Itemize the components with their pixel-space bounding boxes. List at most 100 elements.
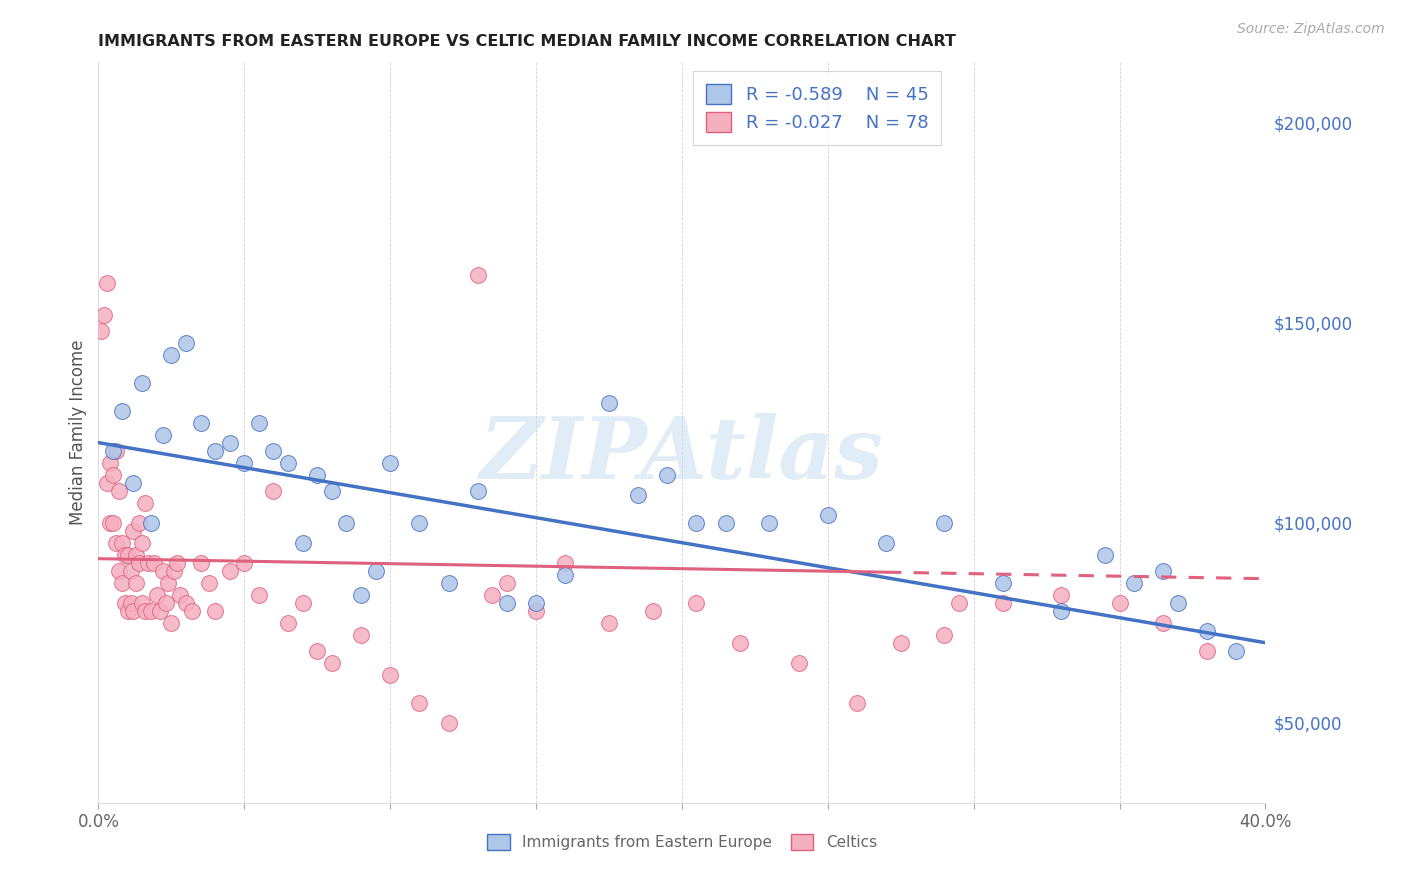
- Point: [114, 548, 136, 562]
- Point: [934, 628, 956, 642]
- Point: [350, 628, 373, 642]
- Point: [163, 564, 186, 578]
- Point: [131, 596, 153, 610]
- Point: [277, 615, 299, 630]
- Point: [122, 524, 145, 538]
- Point: [160, 348, 183, 362]
- Point: [291, 596, 314, 610]
- Point: [437, 575, 460, 590]
- Point: [641, 604, 664, 618]
- Point: [817, 508, 839, 522]
- Point: [190, 556, 212, 570]
- Point: [657, 467, 679, 482]
- Point: [685, 596, 707, 610]
- Point: [467, 268, 489, 282]
- Point: [169, 588, 191, 602]
- Point: [131, 535, 153, 549]
- Point: [890, 636, 912, 650]
- Point: [408, 696, 430, 710]
- Point: [157, 575, 180, 590]
- Point: [364, 564, 387, 578]
- Legend: Immigrants from Eastern Europe, Celtics: Immigrants from Eastern Europe, Celtics: [479, 827, 884, 858]
- Point: [204, 443, 226, 458]
- Point: [155, 596, 177, 610]
- Point: [120, 596, 142, 610]
- Point: [247, 588, 270, 602]
- Point: [139, 604, 162, 618]
- Point: [108, 564, 131, 578]
- Point: [1123, 575, 1146, 590]
- Text: IMMIGRANTS FROM EASTERN EUROPE VS CELTIC MEDIAN FAMILY INCOME CORRELATION CHART: IMMIGRANTS FROM EASTERN EUROPE VS CELTIC…: [98, 34, 956, 49]
- Point: [111, 575, 134, 590]
- Point: [247, 416, 270, 430]
- Y-axis label: Median Family Income: Median Family Income: [69, 340, 87, 525]
- Point: [131, 376, 153, 390]
- Point: [1152, 564, 1174, 578]
- Point: [1050, 588, 1073, 602]
- Point: [122, 475, 145, 490]
- Point: [149, 604, 172, 618]
- Point: [481, 588, 503, 602]
- Point: [321, 483, 343, 498]
- Point: [598, 395, 620, 409]
- Point: [104, 443, 127, 458]
- Point: [1094, 548, 1116, 562]
- Point: [467, 483, 489, 498]
- Point: [96, 475, 118, 490]
- Point: [408, 516, 430, 530]
- Point: [380, 456, 402, 470]
- Point: [875, 535, 897, 549]
- Point: [198, 575, 221, 590]
- Point: [730, 636, 752, 650]
- Point: [111, 535, 134, 549]
- Point: [101, 443, 124, 458]
- Point: [166, 556, 188, 570]
- Point: [111, 403, 134, 417]
- Point: [554, 556, 576, 570]
- Point: [122, 604, 145, 618]
- Point: [233, 456, 256, 470]
- Point: [134, 496, 156, 510]
- Point: [174, 596, 197, 610]
- Point: [146, 588, 169, 602]
- Point: [758, 516, 780, 530]
- Point: [380, 667, 402, 681]
- Point: [96, 276, 118, 290]
- Point: [190, 416, 212, 430]
- Point: [104, 535, 127, 549]
- Point: [627, 488, 650, 502]
- Point: [714, 516, 737, 530]
- Point: [142, 556, 165, 570]
- Point: [948, 596, 970, 610]
- Point: [277, 456, 299, 470]
- Point: [307, 467, 329, 482]
- Point: [125, 575, 148, 590]
- Point: [98, 456, 121, 470]
- Point: [262, 443, 284, 458]
- Point: [128, 516, 150, 530]
- Point: [321, 656, 343, 670]
- Point: [1225, 644, 1247, 658]
- Point: [685, 516, 707, 530]
- Point: [1167, 596, 1189, 610]
- Point: [117, 604, 139, 618]
- Point: [1108, 596, 1130, 610]
- Point: [787, 656, 810, 670]
- Point: [98, 516, 121, 530]
- Point: [1152, 615, 1174, 630]
- Point: [991, 596, 1014, 610]
- Point: [934, 516, 956, 530]
- Point: [846, 696, 869, 710]
- Text: Source: ZipAtlas.com: Source: ZipAtlas.com: [1237, 22, 1385, 37]
- Point: [1050, 604, 1073, 618]
- Point: [1195, 624, 1218, 638]
- Point: [437, 715, 460, 730]
- Point: [598, 615, 620, 630]
- Point: [128, 556, 150, 570]
- Point: [262, 483, 284, 498]
- Text: ZIPAtlas: ZIPAtlas: [479, 413, 884, 497]
- Point: [160, 615, 183, 630]
- Point: [90, 324, 112, 338]
- Point: [204, 604, 226, 618]
- Point: [233, 556, 256, 570]
